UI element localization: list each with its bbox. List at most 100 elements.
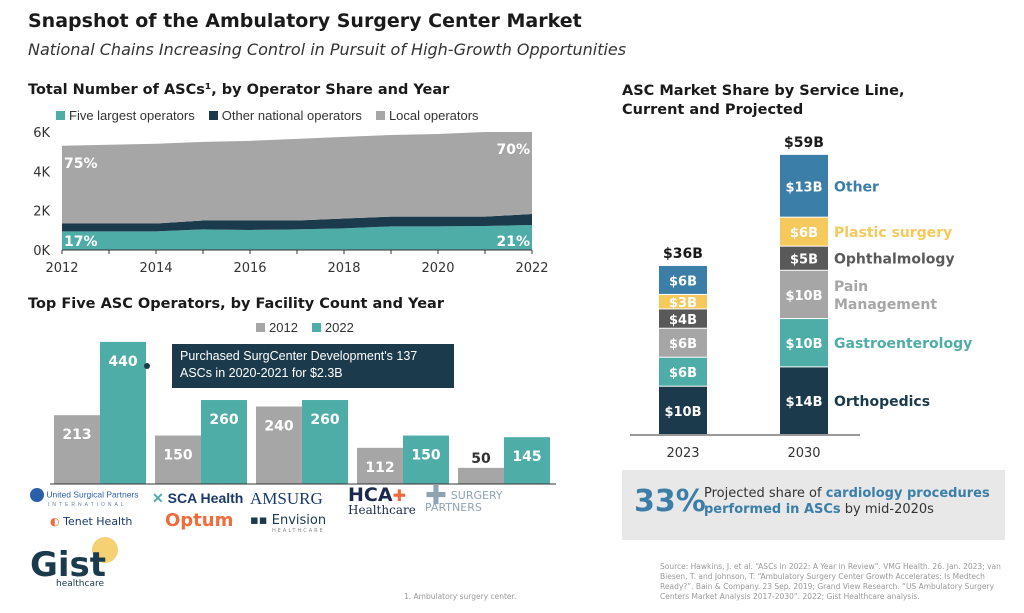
area-chart: 17%21%8%9%75%70%0K2K4K6K2012201420162018… xyxy=(33,126,548,276)
cardiology-callout: 33% Projected share of cardiology proced… xyxy=(622,470,1005,540)
bar-value: 145 xyxy=(512,449,541,465)
bar xyxy=(100,341,146,484)
area-local-operators xyxy=(62,132,532,224)
series-label-start: 17% xyxy=(64,234,98,250)
segment-value: $10B xyxy=(785,289,822,304)
logo-envision: ▪▪ Envision HEALTHCARE xyxy=(250,513,327,534)
segment-value: $6B xyxy=(669,274,697,289)
stack-segment xyxy=(780,154,828,217)
stack-segment xyxy=(780,367,828,434)
legend-2022: 2022 xyxy=(311,320,354,335)
bar-value: 112 xyxy=(365,460,394,476)
logo-hca: HCA✚ Healthcare xyxy=(348,484,416,518)
bar xyxy=(256,406,302,484)
logo-gist: Gist healthcare xyxy=(30,537,118,589)
series-label-end: 21% xyxy=(496,234,530,250)
bar xyxy=(504,437,550,484)
series-label-end: 70% xyxy=(496,142,530,158)
bar xyxy=(201,400,247,484)
segment-value: $14B xyxy=(785,395,822,410)
annotation-dot xyxy=(144,363,150,369)
x-tick: 2016 xyxy=(233,261,266,276)
stack-segment xyxy=(659,386,707,434)
x-tick: 2030 xyxy=(787,446,820,461)
stack-segment xyxy=(659,328,707,357)
logo-surgery-partners: ✚ SURGERY PARTNERS xyxy=(425,481,503,514)
legend-local: Local operators xyxy=(375,108,479,123)
x-tick: 2014 xyxy=(139,261,172,276)
bar xyxy=(357,447,403,484)
total-label: $36B xyxy=(663,246,703,262)
legend-other: Other national operators xyxy=(208,108,362,123)
segment-value: $13B xyxy=(785,180,822,195)
series-label-start: 75% xyxy=(64,156,98,172)
bar-chart: 213 440 150 260 240 260 112 150 50 145 xyxy=(50,341,556,485)
annotation-box: Purchased SurgCenter Development's 137 A… xyxy=(172,344,454,388)
area-other-national-operators xyxy=(62,214,532,232)
total-label: $59B xyxy=(784,135,824,151)
stack-segment xyxy=(659,294,707,309)
stack-segment xyxy=(659,265,707,294)
stack-segment xyxy=(780,246,828,270)
area-legend: Five largest operators Other national op… xyxy=(56,108,479,123)
area-five-largest-operators xyxy=(62,225,532,250)
segment-value: $3B xyxy=(669,296,697,311)
bar-value: 213 xyxy=(62,427,91,443)
area-chart-title: Total Number of ASCs¹, by Operator Share… xyxy=(28,82,450,98)
series-label: Gastroenterology xyxy=(834,336,972,352)
bar-chart-title: Top Five ASC Operators, by Facility Coun… xyxy=(28,296,444,312)
page-subtitle: National Chains Increasing Control in Pu… xyxy=(28,40,627,59)
bar-value: 240 xyxy=(264,418,293,434)
logo-tenet: ◐ Tenet Health xyxy=(50,515,133,528)
series-label: Other xyxy=(834,179,879,195)
bar-legend: 2012 2022 xyxy=(256,320,354,335)
bar xyxy=(155,435,201,484)
logo-sca: ✕ SCA Health xyxy=(152,490,244,506)
series-label: Plastic surgery xyxy=(834,225,952,241)
stack-segment xyxy=(780,319,828,367)
bar-value: 150 xyxy=(163,448,192,464)
logo-amsurg: AMSURG xyxy=(250,489,323,508)
bar-value: 440 xyxy=(108,354,137,370)
bar xyxy=(403,435,449,484)
bar xyxy=(54,415,100,484)
x-tick: 2018 xyxy=(327,261,360,276)
y-tick: 0K xyxy=(33,244,50,259)
x-tick: 2020 xyxy=(421,261,454,276)
callout-text: Projected share of cardiology procedures… xyxy=(704,486,990,517)
x-tick: 2012 xyxy=(45,261,78,276)
segment-value: $6B xyxy=(669,337,697,352)
page-title: Snapshot of the Ambulatory Surgery Cente… xyxy=(28,10,582,32)
stack-segment xyxy=(780,217,828,246)
bar-value: 260 xyxy=(209,412,238,428)
segment-value: $4B xyxy=(669,313,697,328)
segment-value: $10B xyxy=(785,337,822,352)
stack-segment xyxy=(659,357,707,386)
x-tick: 2023 xyxy=(666,446,699,461)
series-label: Ophthalmology xyxy=(834,252,955,268)
y-tick: 6K xyxy=(33,126,50,141)
source-note: Source: Hawkins, J. et al. “ASCs in 2022… xyxy=(660,562,1001,601)
footnote: 1. Ambulatory surgery center. xyxy=(404,592,517,601)
bar xyxy=(458,467,504,484)
callout-number: 33% xyxy=(634,484,706,519)
segment-value: $6B xyxy=(790,226,818,241)
stack-segment xyxy=(780,270,828,319)
bar-value: 50 xyxy=(471,451,491,467)
bar-value: 150 xyxy=(411,448,440,464)
series-label: Orthopedics xyxy=(834,394,930,410)
stacked-chart: $10B $6B $6B $4B $3B $6B $36B 2023 $14B Orthopedi… xyxy=(630,135,972,461)
series-label: Pain Management xyxy=(834,279,937,313)
segment-value: $10B xyxy=(664,405,701,420)
logo-optum: Optum xyxy=(165,510,234,531)
legend-five: Five largest operators xyxy=(56,108,195,123)
segment-value: $5B xyxy=(790,253,818,268)
y-tick: 2K xyxy=(33,205,50,220)
bar-value: 260 xyxy=(310,412,339,428)
stacked-chart-title: ASC Market Share by Service Line, Curren… xyxy=(622,83,905,118)
stack-segment xyxy=(659,309,707,328)
x-tick: 2022 xyxy=(515,261,548,276)
logo-usp: United Surgical Partners INTERNATIONAL xyxy=(30,488,139,508)
segment-value: $6B xyxy=(669,366,697,381)
legend-2012: 2012 xyxy=(256,320,298,335)
